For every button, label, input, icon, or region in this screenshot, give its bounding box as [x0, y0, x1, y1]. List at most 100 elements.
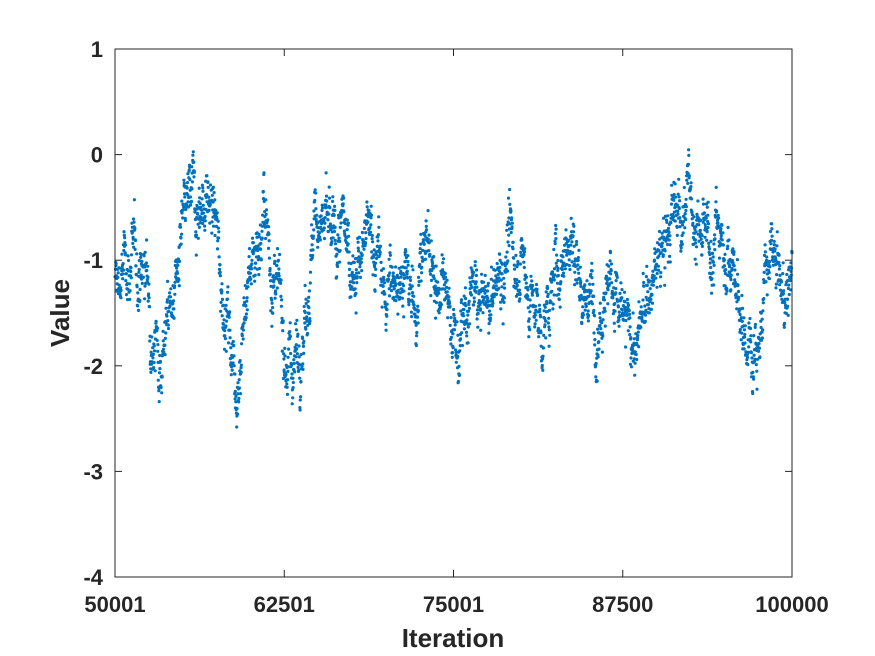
data-point [247, 247, 252, 251]
data-point [751, 375, 756, 379]
data-point [180, 232, 184, 236]
data-point [640, 315, 644, 319]
data-point [216, 239, 220, 243]
data-point [122, 233, 126, 237]
data-point [304, 297, 308, 301]
data-point [455, 320, 459, 324]
data-point [558, 305, 562, 309]
data-point [657, 254, 661, 258]
data-point [474, 273, 478, 278]
data-point [303, 321, 307, 325]
data-point [534, 304, 538, 308]
y-tick-labels: 1 0 -1 -2 -3 -4 [83, 37, 103, 590]
data-point [528, 328, 532, 332]
data-point [475, 285, 479, 289]
data-point [622, 290, 627, 294]
data-point [146, 264, 150, 268]
data-point [752, 377, 756, 381]
data-point [768, 260, 772, 264]
data-point [738, 312, 742, 317]
data-point [538, 310, 542, 314]
data-point [332, 213, 336, 217]
data-point [264, 236, 268, 241]
data-point [648, 287, 652, 291]
data-point [312, 228, 316, 232]
data-point [743, 335, 747, 339]
data-point [261, 213, 265, 217]
data-point [274, 292, 278, 296]
data-point [500, 272, 504, 276]
data-point [250, 267, 254, 271]
data-point [644, 295, 648, 299]
data-point [580, 321, 584, 326]
data-point [527, 317, 531, 321]
data-point [694, 230, 698, 234]
data-point [768, 265, 772, 269]
data-point [644, 275, 649, 279]
data-point [165, 314, 169, 318]
data-point [175, 266, 179, 270]
data-point [369, 216, 373, 220]
data-point [537, 303, 542, 307]
data-point [301, 344, 306, 348]
data-point [608, 259, 612, 263]
data-point [445, 278, 449, 282]
data-point [319, 226, 323, 231]
data-point [786, 304, 790, 308]
data-point [198, 221, 202, 225]
data-point [712, 263, 716, 267]
data-point [723, 252, 727, 256]
data-point [732, 250, 736, 254]
data-point [667, 238, 671, 242]
data-point [505, 223, 509, 227]
data-point [569, 243, 573, 247]
data-point [272, 253, 276, 257]
data-point [277, 267, 281, 271]
data-point [655, 271, 659, 276]
data-point [128, 289, 132, 293]
data-point [408, 278, 413, 282]
data-point [683, 226, 687, 230]
data-point [404, 249, 408, 254]
data-point [249, 282, 253, 286]
data-point [463, 301, 467, 305]
data-point [327, 196, 332, 200]
data-point [273, 296, 277, 300]
data-point [466, 325, 470, 329]
data-point [327, 212, 331, 216]
data-point [543, 323, 547, 327]
data-point [753, 357, 757, 361]
data-point [319, 214, 323, 218]
data-point [769, 242, 773, 246]
data-point [385, 308, 389, 312]
data-point [697, 239, 701, 243]
data-point [311, 236, 315, 240]
data-point [259, 241, 263, 245]
data-point [456, 379, 460, 384]
data-point [266, 218, 270, 222]
y-axis-label: Value [45, 279, 75, 347]
data-point [347, 273, 351, 278]
data-point [220, 282, 224, 286]
data-point [164, 306, 168, 310]
data-point [124, 293, 129, 297]
data-point [529, 304, 533, 308]
data-point [128, 297, 132, 301]
data-point [410, 284, 414, 288]
data-point [234, 400, 238, 404]
data-point [732, 264, 736, 268]
data-point [137, 267, 141, 272]
data-point [167, 309, 171, 313]
data-point [198, 202, 202, 206]
data-point [228, 328, 232, 332]
data-point [587, 313, 591, 318]
data-point [152, 344, 156, 348]
data-point [633, 350, 637, 354]
data-point [650, 293, 654, 297]
data-point [429, 294, 433, 298]
data-point [529, 274, 533, 278]
data-point [136, 291, 140, 295]
data-point [270, 298, 274, 302]
data-point [613, 329, 617, 333]
data-point [760, 317, 764, 321]
